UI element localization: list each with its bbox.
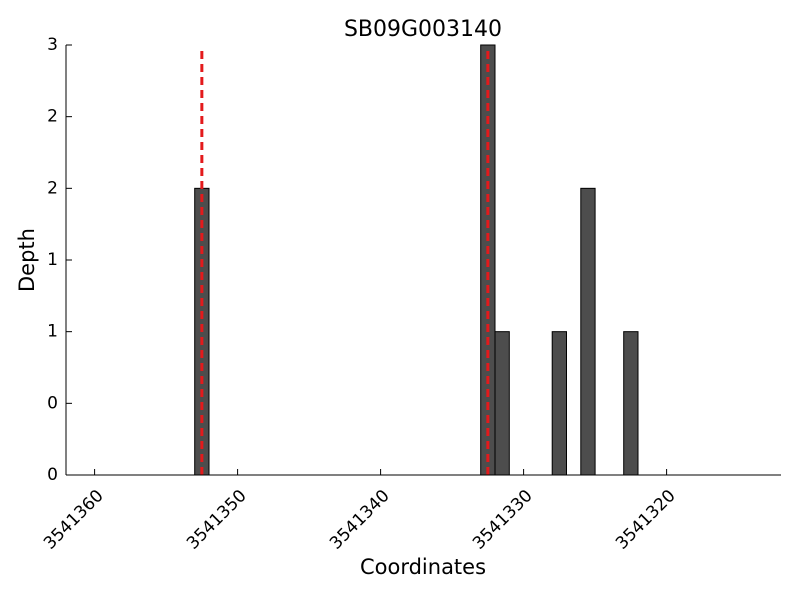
y-axis-label: Depth [15, 228, 39, 292]
y-tick-label: 2 [47, 107, 58, 127]
y-tick-label: 2 [47, 178, 58, 198]
bar [551, 331, 568, 476]
y-tick-label: 0 [47, 465, 58, 485]
bar [623, 331, 639, 476]
y-tick-label: 3 [47, 35, 58, 55]
chart-title: SB09G003140 [344, 17, 502, 42]
x-tick-label: 3541340 [326, 486, 394, 554]
x-tick-label: 3541350 [183, 486, 251, 554]
bar [580, 187, 596, 476]
x-tick-label: 3541360 [40, 486, 108, 554]
x-axis-label: Coordinates [360, 555, 486, 579]
y-tick-label: 1 [47, 250, 58, 270]
y-tick-label: 1 [47, 322, 58, 342]
bar [494, 331, 510, 476]
x-tick-label: 3541320 [612, 486, 680, 554]
x-tick-label: 3541330 [469, 486, 537, 554]
y-tick-label: 0 [47, 393, 58, 413]
